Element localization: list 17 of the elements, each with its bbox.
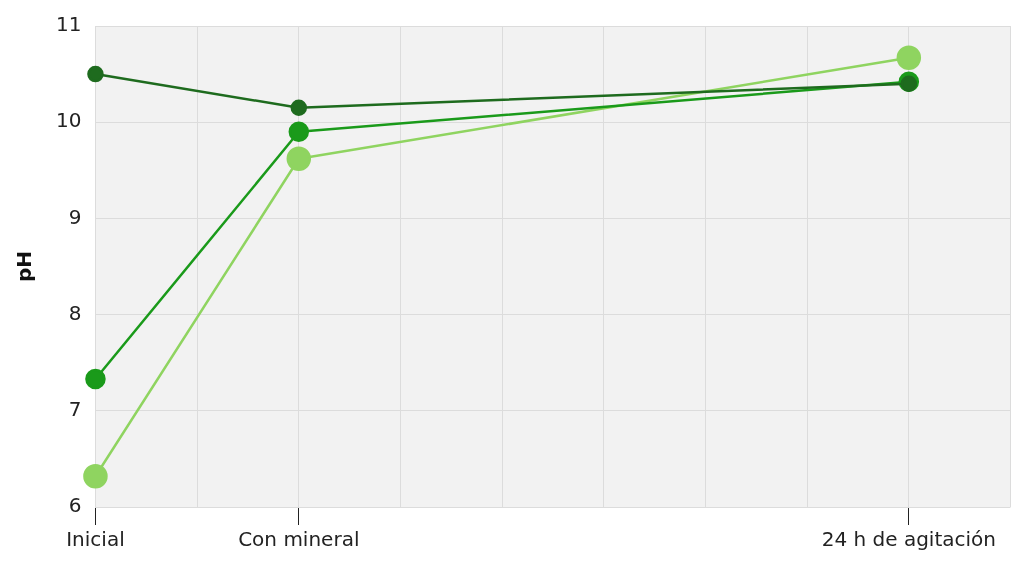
y-tick-label: 11	[56, 12, 82, 37]
y-tick-label: 10	[56, 108, 82, 133]
y-tick-label: 8	[68, 300, 82, 325]
y-tick-label: 7	[68, 397, 82, 421]
y-tick-label: 9	[68, 204, 82, 229]
y-axis-title: pH	[12, 250, 37, 283]
point	[83, 463, 108, 489]
x-tick-label: 24 h de agitación	[821, 527, 996, 552]
point	[286, 146, 312, 172]
point	[87, 65, 104, 83]
point	[288, 121, 310, 143]
x-tick-label: Inicial	[66, 527, 125, 552]
x-tick-label: Con mineral	[238, 527, 360, 552]
point	[896, 45, 922, 70]
point	[290, 99, 308, 117]
point	[85, 368, 106, 390]
y-tick-label: 6	[68, 493, 82, 518]
